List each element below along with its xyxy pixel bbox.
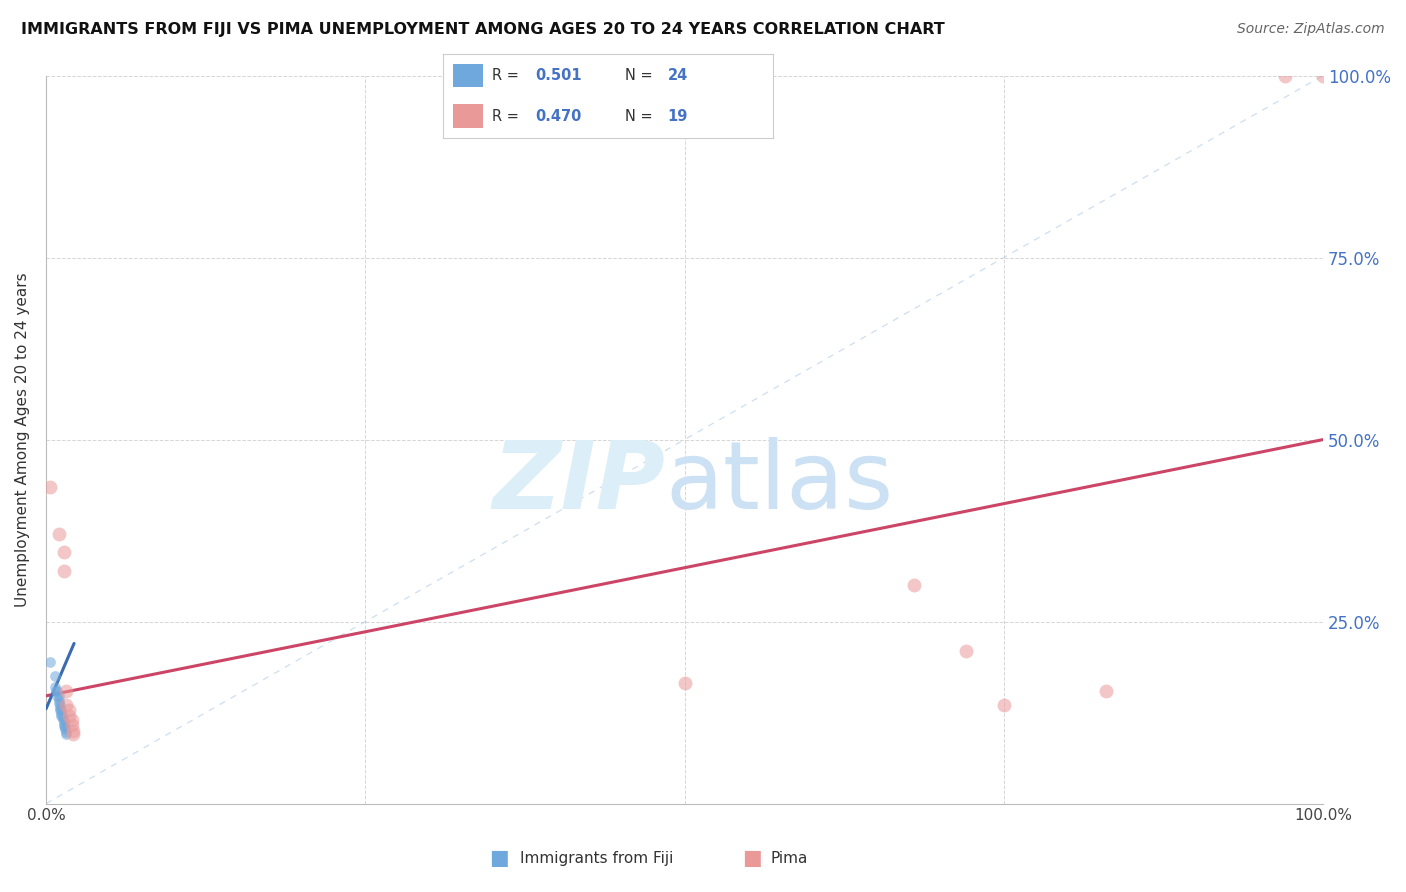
Point xyxy=(48,696,70,710)
Point xyxy=(38,480,60,494)
Point xyxy=(49,703,72,717)
Point xyxy=(53,723,76,737)
Text: 19: 19 xyxy=(668,109,688,124)
Point xyxy=(51,709,73,723)
Point xyxy=(52,564,75,578)
Point xyxy=(51,703,73,717)
Text: Immigrants from Fiji: Immigrants from Fiji xyxy=(520,851,673,865)
Text: 0.501: 0.501 xyxy=(536,68,582,83)
Point xyxy=(993,698,1015,713)
Point xyxy=(1312,69,1334,83)
Text: ■: ■ xyxy=(742,848,762,868)
Point xyxy=(52,716,75,731)
Text: ZIP: ZIP xyxy=(492,437,665,529)
Point xyxy=(53,720,76,734)
Text: atlas: atlas xyxy=(665,437,894,529)
Point xyxy=(62,727,84,741)
Y-axis label: Unemployment Among Ages 20 to 24 years: Unemployment Among Ages 20 to 24 years xyxy=(15,272,30,607)
Point xyxy=(58,703,80,717)
Point xyxy=(1274,69,1296,83)
Point xyxy=(60,713,83,727)
Text: Pima: Pima xyxy=(770,851,808,865)
Point xyxy=(62,723,84,738)
Point xyxy=(55,698,77,712)
Text: 0.470: 0.470 xyxy=(536,109,582,124)
Point xyxy=(52,545,75,559)
Point xyxy=(48,527,70,541)
Point xyxy=(955,644,977,658)
Text: 24: 24 xyxy=(668,68,688,83)
Point xyxy=(52,709,75,723)
Point xyxy=(52,719,75,733)
Point xyxy=(673,676,696,690)
Bar xyxy=(453,104,482,128)
Text: Source: ZipAtlas.com: Source: ZipAtlas.com xyxy=(1237,22,1385,37)
Point xyxy=(52,714,75,729)
Text: R =: R = xyxy=(492,68,524,83)
Point xyxy=(44,669,66,683)
Point xyxy=(51,707,73,722)
Point xyxy=(46,689,69,703)
Point xyxy=(48,689,70,703)
Text: ■: ■ xyxy=(489,848,509,868)
Point xyxy=(1095,683,1118,698)
Point xyxy=(903,578,925,592)
Point xyxy=(52,712,75,726)
Point xyxy=(55,724,77,739)
Point xyxy=(49,698,72,713)
Point xyxy=(55,683,77,698)
Bar xyxy=(453,63,482,87)
Point xyxy=(49,700,72,714)
Point xyxy=(48,692,70,706)
Point xyxy=(46,683,69,698)
Text: IMMIGRANTS FROM FIJI VS PIMA UNEMPLOYMENT AMONG AGES 20 TO 24 YEARS CORRELATION : IMMIGRANTS FROM FIJI VS PIMA UNEMPLOYMEN… xyxy=(21,22,945,37)
Point xyxy=(58,709,80,723)
Point xyxy=(60,718,83,732)
Point xyxy=(45,683,67,698)
Point xyxy=(44,680,66,694)
Point xyxy=(38,655,60,669)
Text: N =: N = xyxy=(624,68,657,83)
Point xyxy=(55,727,77,741)
Text: R =: R = xyxy=(492,109,524,124)
Text: N =: N = xyxy=(624,109,657,124)
